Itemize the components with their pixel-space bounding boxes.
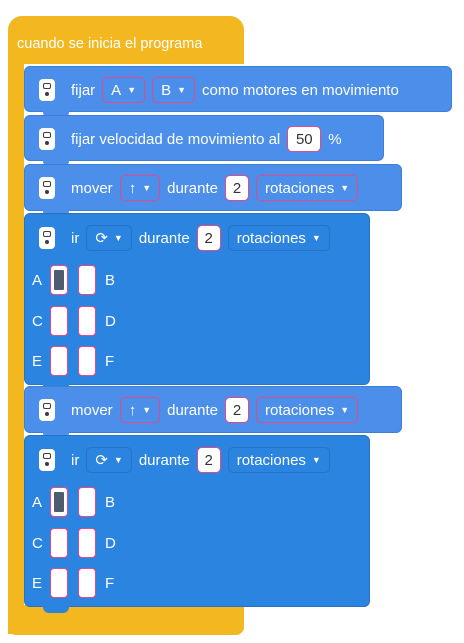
chevron-down-icon: ▼ [311, 455, 321, 465]
port-b-toggle[interactable] [78, 487, 96, 517]
move-label: mover [71, 401, 113, 419]
block-notch [43, 110, 69, 118]
go-block[interactable]: ir ⟳ ▼ durante 2 rotaciones ▼ A B C D E F [24, 435, 370, 613]
port-d-toggle[interactable] [78, 306, 96, 336]
move-block[interactable]: mover ↑ ▼ durante 2 rotaciones ▼ [24, 164, 402, 217]
during-label: durante [138, 229, 190, 247]
port-label-d: D [105, 313, 116, 330]
port-e-toggle[interactable] [50, 346, 68, 376]
chevron-down-icon: ▼ [311, 233, 321, 243]
port-a-toggle[interactable] [50, 487, 68, 517]
hat-block-arm [8, 60, 24, 634]
motor-b-dropdown[interactable]: B ▼ [152, 77, 196, 103]
chevron-down-icon: ▼ [340, 183, 350, 193]
robot-icon [39, 128, 55, 150]
as-motors-label: como motores en movimiento [202, 81, 399, 99]
move-block[interactable]: mover ↑ ▼ durante 2 rotaciones ▼ [24, 386, 402, 439]
move-label: mover [71, 179, 113, 197]
unit-dropdown[interactable]: rotaciones ▼ [227, 225, 330, 251]
robot-icon [39, 227, 55, 249]
chevron-down-icon: ▼ [113, 233, 123, 243]
port-a-toggle[interactable] [50, 265, 68, 295]
turn-dropdown[interactable]: ⟳ ▼ [86, 447, 132, 473]
unit-dropdown[interactable]: rotaciones ▼ [227, 447, 330, 473]
percent-label: % [328, 130, 342, 148]
port-c-toggle[interactable] [50, 306, 68, 336]
block-notch [43, 159, 69, 167]
port-label-a: A [32, 494, 43, 511]
chevron-down-icon: ▼ [340, 405, 350, 415]
chevron-down-icon: ▼ [127, 85, 137, 95]
port-e-toggle[interactable] [50, 568, 68, 598]
port-label-f: F [105, 353, 115, 370]
port-label-a: A [32, 272, 43, 289]
port-f-toggle[interactable] [78, 346, 96, 376]
port-label-d: D [105, 535, 116, 552]
block-notch [43, 605, 69, 613]
robot-icon [39, 79, 55, 101]
rotations-input[interactable]: 2 [224, 175, 249, 201]
during-label: durante [167, 179, 218, 197]
direction-dropdown[interactable]: ↑ ▼ [119, 175, 161, 201]
when-program-starts-block[interactable]: cuando se inicia el programa [8, 16, 244, 64]
chevron-down-icon: ▼ [177, 85, 187, 95]
port-label-f: F [105, 575, 115, 592]
chevron-down-icon: ▼ [142, 405, 152, 415]
go-block[interactable]: ir ⟳ ▼ durante 2 rotaciones ▼ A B C D E F [24, 213, 370, 391]
go-label: ir [71, 451, 80, 469]
port-c-toggle[interactable] [50, 528, 68, 558]
go-label: ir [71, 229, 80, 247]
set-label: fijar [71, 81, 96, 99]
port-label-b: B [105, 494, 116, 511]
robot-icon [39, 177, 55, 199]
chevron-down-icon: ▼ [113, 455, 123, 465]
rotations-input[interactable]: 2 [224, 397, 249, 423]
port-label-b: B [105, 272, 116, 289]
rotations-input[interactable]: 2 [196, 447, 221, 473]
during-label: durante [138, 451, 190, 469]
port-b-toggle[interactable] [78, 265, 96, 295]
robot-icon [39, 399, 55, 421]
hat-label: cuando se inicia el programa [17, 36, 203, 52]
unit-dropdown[interactable]: rotaciones ▼ [255, 175, 359, 201]
chevron-down-icon: ▼ [142, 183, 152, 193]
port-label-c: C [32, 535, 43, 552]
rotations-input[interactable]: 2 [196, 225, 221, 251]
port-label-c: C [32, 313, 43, 330]
turn-dropdown[interactable]: ⟳ ▼ [86, 225, 132, 251]
direction-dropdown[interactable]: ↑ ▼ [119, 397, 161, 423]
port-label-e: E [32, 353, 43, 370]
set-motors-block[interactable]: fijar A ▼ B ▼ como motores en movimiento [24, 66, 452, 118]
port-d-toggle[interactable] [78, 528, 96, 558]
motor-a-dropdown[interactable]: A ▼ [102, 77, 146, 103]
unit-dropdown[interactable]: rotaciones ▼ [255, 397, 359, 423]
robot-icon [39, 449, 55, 471]
during-label: durante [167, 401, 218, 419]
set-speed-label: fijar velocidad de movimiento al [71, 130, 281, 148]
speed-input[interactable]: 50 [287, 126, 322, 152]
set-speed-block[interactable]: fijar velocidad de movimiento al 50 % [24, 115, 384, 167]
port-label-e: E [32, 575, 43, 592]
port-f-toggle[interactable] [78, 568, 96, 598]
